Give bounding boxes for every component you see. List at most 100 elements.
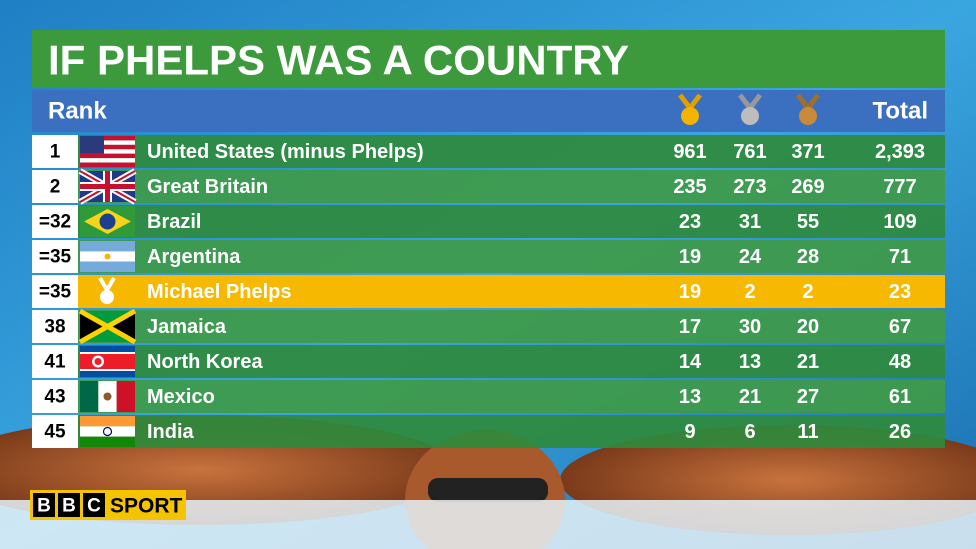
total: 26 [889,421,911,443]
title-bar [32,30,945,88]
flag-band [80,381,99,412]
logo-box [83,493,105,517]
bronze: 21 [797,351,819,373]
gold: 235 [673,176,706,198]
country: Brazil [147,211,201,233]
gold: 19 [679,246,701,268]
bronze: 20 [797,316,819,338]
logo-letter: B [37,496,51,517]
table-row: 45 India 9 6 11 26 [32,415,945,448]
rank: 1 [50,142,61,163]
table-row: 38 Jamaica 17 30 20 67 [32,308,945,345]
rank-cell [32,380,78,413]
silver: 24 [739,246,762,268]
bronze-icon [796,93,820,125]
total: 109 [883,211,916,233]
medal [100,290,114,304]
gold: 19 [679,281,701,303]
table-row: 1 United States (minus Phelps) 961 761 371 2,… [32,135,945,168]
flag-x [78,308,137,345]
row-bg [32,135,945,168]
country: India [147,421,195,443]
logo-letter: B [62,496,76,517]
flag-band [80,426,135,437]
country: Jamaica [147,316,227,338]
flag-stripe [80,140,135,145]
flag-stripe [80,162,135,167]
country: North Korea [147,351,263,373]
header-bar [32,90,945,132]
flag-band [116,381,135,412]
silver: 761 [733,141,766,163]
title: IF PHELPS WAS A COUNTRY [48,37,629,84]
table-row: 43 Mexico 13 21 27 61 [32,380,945,413]
silver: 30 [739,316,761,338]
rank-cell [32,345,78,378]
rank: 41 [44,352,66,373]
silver: 6 [744,421,755,443]
total: 23 [889,281,911,303]
rank-cell [32,415,78,448]
country: United States (minus Phelps) [147,141,424,163]
header-total: Total [872,98,928,125]
logo-box [33,493,55,517]
gold: 9 [684,421,695,443]
bronze: 2 [802,281,813,303]
table-row: =35 Michael Phelps 19 2 2 23 [32,275,945,308]
table-row: =32 Brazil 23 31 55 109 [32,205,945,238]
flag-stripe [80,136,135,141]
gold: 23 [679,211,701,233]
rank-cell [32,170,78,203]
rank: 2 [50,177,61,198]
bronze: 11 [797,421,818,443]
rank-cell [32,310,78,343]
flag-stripe [80,153,135,159]
total: 61 [889,386,911,408]
logo-bg [30,490,186,520]
rank: 45 [44,422,66,443]
goggles [428,478,548,502]
gold: 961 [673,141,706,163]
table-row: =35 Argentina 19 24 28 71 [32,240,945,273]
bronze: 269 [791,176,824,198]
row-bg [32,345,945,378]
flag-band [80,261,135,272]
rank-cell [32,135,78,168]
rank: 43 [44,387,65,408]
silver: 273 [733,176,766,198]
flag-band [80,436,135,447]
silver: 13 [739,351,761,373]
row-bg [32,170,945,203]
total: 71 [889,246,911,268]
country: Michael Phelps [147,281,292,303]
flag-stripe [80,144,135,150]
row-bg [32,415,945,448]
rank: =35 [39,282,72,303]
rank-cell [32,240,78,273]
flag-emblem [103,392,112,401]
bronze: 27 [797,386,819,408]
flag-band [80,416,135,427]
flag-stripe [80,149,135,154]
total: 48 [889,351,911,373]
rank: =32 [39,212,71,233]
gold-icon [678,93,702,125]
row-bg [32,205,945,238]
rank-cell [32,205,78,238]
flag-band [80,354,135,369]
bbc-logo: B B C SPORT [30,490,186,520]
flag-star [94,358,102,365]
logo-sport: SPORT [110,495,183,518]
row-bg [32,310,945,343]
flag-canton [80,136,104,154]
table-row: 41 North Korea 14 13 21 48 [32,345,945,378]
logo-box [58,493,80,517]
row-bg [32,275,945,308]
total: 67 [889,316,911,338]
flag-chakra [102,426,113,437]
rank-cell [32,275,78,308]
bronze: 55 [797,211,819,233]
gold: 17 [679,316,701,338]
flag-sun [104,253,111,260]
